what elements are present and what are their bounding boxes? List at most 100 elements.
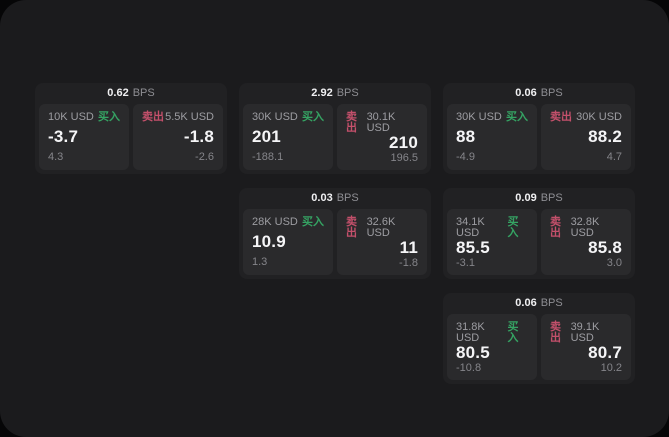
buy-sub-value: 1.3: [252, 256, 268, 268]
buy-panel-top: 28K USD 买入: [252, 217, 324, 228]
sell-amount: 30K USD: [576, 111, 622, 123]
buy-price: 88: [456, 127, 476, 147]
buy-label: 买入: [506, 111, 528, 123]
sell-sub-value: 4.7: [606, 151, 622, 163]
quote-panels: 28K USD 买入 10.9 1.3 卖出 32.6K USD 11 -1.8: [243, 209, 427, 275]
sell-amount: 32.8K USD: [570, 216, 600, 239]
sell-label: 卖出: [550, 321, 561, 344]
cards-grid: 0.62 BPS 10K USD 买入 -3.7 4.3 卖出 5.5K USD…: [35, 83, 635, 384]
sell-amount: 39.1K USD: [570, 321, 600, 344]
bps-value: 2.92: [311, 87, 333, 99]
sell-panel-top: 卖出 5.5K USD: [142, 112, 214, 123]
sell-sub-value: 3.0: [606, 256, 622, 269]
card-header: 0.06 BPS: [447, 83, 631, 104]
sell-sub-value: 196.5: [390, 151, 418, 164]
buy-panel[interactable]: 34.1K USD 买入 85.5 -3.1: [447, 209, 537, 275]
sell-label: 卖出: [550, 111, 572, 123]
buy-amount: 31.8K USD: [456, 321, 485, 344]
buy-panel-top: 34.1K USD 买入: [456, 217, 528, 239]
buy-panel[interactable]: 10K USD 买入 -3.7 4.3: [39, 104, 129, 170]
buy-price: 201: [252, 127, 281, 147]
sell-panel[interactable]: 卖出 30.1K USD 210 196.5: [337, 104, 427, 170]
buy-panel[interactable]: 28K USD 买入 10.9 1.3: [243, 209, 333, 275]
sell-price: 85.8: [588, 238, 622, 257]
quote-panels: 31.8K USD 买入 80.5 -10.8 卖出 39.1K USD 80.…: [447, 314, 631, 380]
buy-panel-top: 30K USD 买入: [252, 112, 324, 123]
sell-panel-top: 卖出 32.6K USD: [346, 217, 418, 239]
buy-price: 80.5: [456, 343, 490, 362]
buy-amount: 28K USD: [252, 216, 298, 228]
buy-sub-value: -10.8: [456, 361, 482, 374]
card-header: 0.03 BPS: [243, 188, 427, 209]
sell-sub-value: 10.2: [600, 361, 622, 374]
sell-label: 卖出: [346, 111, 357, 134]
buy-label: 买入: [302, 111, 324, 123]
sell-panel-top: 卖出 30.1K USD: [346, 112, 418, 134]
bps-value: 0.06: [515, 297, 537, 309]
sell-sub-value: -2.6: [195, 151, 214, 163]
buy-label: 买入: [98, 111, 120, 123]
buy-panel[interactable]: 31.8K USD 买入 80.5 -10.8: [447, 314, 537, 380]
bps-value: 0.62: [107, 87, 129, 99]
buy-panel-top: 10K USD 买入: [48, 112, 120, 123]
bps-value: 0.06: [515, 87, 537, 99]
card-header: 2.92 BPS: [243, 83, 427, 104]
sell-label: 卖出: [346, 216, 357, 239]
sell-panel[interactable]: 卖出 5.5K USD -1.8 -2.6: [133, 104, 223, 170]
sell-price: 80.7: [588, 343, 622, 362]
buy-amount: 10K USD: [48, 111, 94, 123]
quote-panels: 34.1K USD 买入 85.5 -3.1 卖出 32.8K USD 85.8…: [447, 209, 631, 275]
buy-amount: 34.1K USD: [456, 216, 485, 239]
sell-sub-value: -1.8: [399, 256, 418, 269]
sell-amount: 5.5K USD: [165, 111, 214, 123]
buy-sub-value: -4.9: [456, 151, 475, 163]
sell-panel[interactable]: 卖出 32.8K USD 85.8 3.0: [541, 209, 631, 275]
sell-panel[interactable]: 卖出 32.6K USD 11 -1.8: [337, 209, 427, 275]
card-header: 0.09 BPS: [447, 188, 631, 209]
sell-panel-top: 卖出 39.1K USD: [550, 322, 622, 344]
sell-label: 卖出: [550, 216, 561, 239]
bps-unit-label: BPS: [540, 297, 563, 309]
quote-card: 0.06 BPS 31.8K USD 买入 80.5 -10.8 卖出 39.1…: [443, 293, 635, 384]
sell-amount: 30.1K USD: [366, 111, 396, 134]
sell-price: -1.8: [183, 127, 214, 147]
buy-price: 10.9: [252, 232, 286, 252]
buy-sub-value: -188.1: [252, 151, 284, 163]
bps-value: 0.03: [311, 192, 333, 204]
sell-label: 卖出: [142, 111, 164, 123]
quote-panels: 30K USD 买入 201 -188.1 卖出 30.1K USD 210 1…: [243, 104, 427, 170]
buy-amount: 30K USD: [456, 111, 502, 123]
sell-panel-top: 卖出 32.8K USD: [550, 217, 622, 239]
bps-unit-label: BPS: [540, 87, 563, 99]
sell-panel[interactable]: 卖出 39.1K USD 80.7 10.2: [541, 314, 631, 380]
buy-sub-value: 4.3: [48, 151, 64, 163]
buy-label: 买入: [302, 216, 324, 228]
bps-unit-label: BPS: [336, 192, 359, 204]
buy-panel[interactable]: 30K USD 买入 201 -188.1: [243, 104, 333, 170]
sell-price: 210: [389, 133, 418, 152]
quote-panels: 30K USD 买入 88 -4.9 卖出 30K USD 88.2 4.7: [447, 104, 631, 170]
quote-card: 0.06 BPS 30K USD 买入 88 -4.9 卖出 30K USD 8…: [443, 83, 635, 174]
sell-amount: 32.6K USD: [366, 216, 396, 239]
quote-card: 0.62 BPS 10K USD 买入 -3.7 4.3 卖出 5.5K USD…: [35, 83, 227, 174]
quote-panels: 10K USD 买入 -3.7 4.3 卖出 5.5K USD -1.8 -2.…: [39, 104, 223, 170]
sell-price: 88.2: [588, 127, 622, 147]
buy-label: 买入: [507, 216, 519, 239]
sell-panel[interactable]: 卖出 30K USD 88.2 4.7: [541, 104, 631, 170]
card-header: 0.62 BPS: [39, 83, 223, 104]
bps-unit-label: BPS: [336, 87, 359, 99]
buy-amount: 30K USD: [252, 111, 298, 123]
buy-sub-value: -3.1: [456, 256, 475, 269]
buy-price: -3.7: [48, 127, 79, 147]
buy-label: 买入: [507, 321, 519, 344]
quote-card: 0.03 BPS 28K USD 买入 10.9 1.3 卖出 32.6K US…: [239, 188, 431, 279]
bps-value: 0.09: [515, 192, 537, 204]
buy-price: 85.5: [456, 238, 490, 257]
buy-panel-top: 30K USD 买入: [456, 112, 528, 123]
quote-card: 0.09 BPS 34.1K USD 买入 85.5 -3.1 卖出 32.8K…: [443, 188, 635, 279]
card-header: 0.06 BPS: [447, 293, 631, 314]
sell-panel-top: 卖出 30K USD: [550, 112, 622, 123]
buy-panel-top: 31.8K USD 买入: [456, 322, 528, 344]
buy-panel[interactable]: 30K USD 买入 88 -4.9: [447, 104, 537, 170]
